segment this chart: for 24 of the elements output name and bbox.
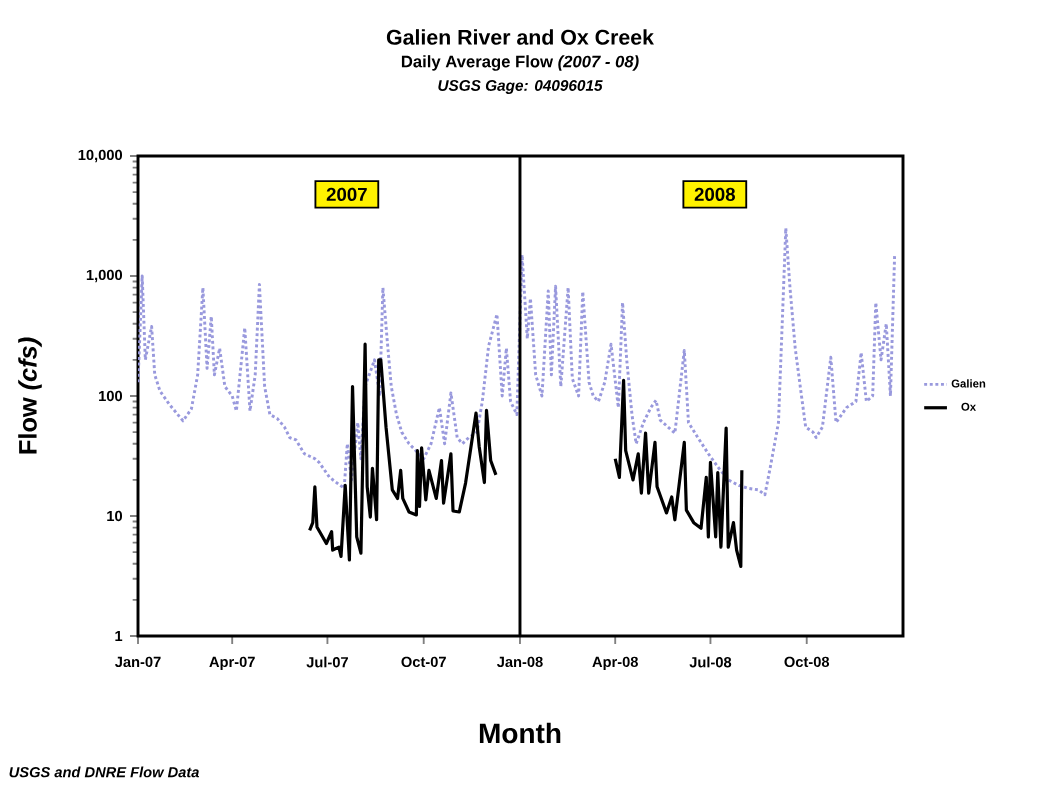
x-tick-label: Jul-08: [689, 656, 732, 668]
x-tick-label: Oct-08: [784, 656, 830, 668]
y-axis-title: Flow (cfs): [18, 337, 42, 454]
y-tick-label: 1: [115, 630, 123, 642]
x-tick-label: Jan-08: [496, 656, 543, 668]
legend-label: Galien: [951, 379, 986, 388]
annotation: 2007: [326, 187, 367, 201]
y-tick-label: 10: [107, 510, 123, 522]
line-series: [138, 226, 897, 497]
text: USGS Gage: 04096015: [438, 80, 603, 94]
x-tick-label: Oct-07: [401, 656, 446, 668]
annotation: 2008: [694, 187, 735, 201]
x-tick-label: Apr-08: [592, 656, 638, 670]
legend-label: Ox: [961, 402, 976, 411]
x-tick-label: Jul-07: [306, 656, 348, 668]
y-tick-label: 100: [99, 390, 123, 402]
chart-title: Galien River and Ox Creek: [386, 29, 654, 45]
text: USGS and DNRE Flow Data: [9, 766, 199, 778]
y-tick-label: 1,000: [86, 269, 123, 283]
x-tick-label: Apr-07: [209, 656, 255, 670]
x-axis-title: Month: [479, 722, 561, 744]
x-tick-label: Jan-07: [115, 656, 161, 668]
y-tick-label: 10,000: [78, 149, 123, 163]
chart-subtitle: Daily Average Flow (2007 - 08): [401, 55, 639, 71]
